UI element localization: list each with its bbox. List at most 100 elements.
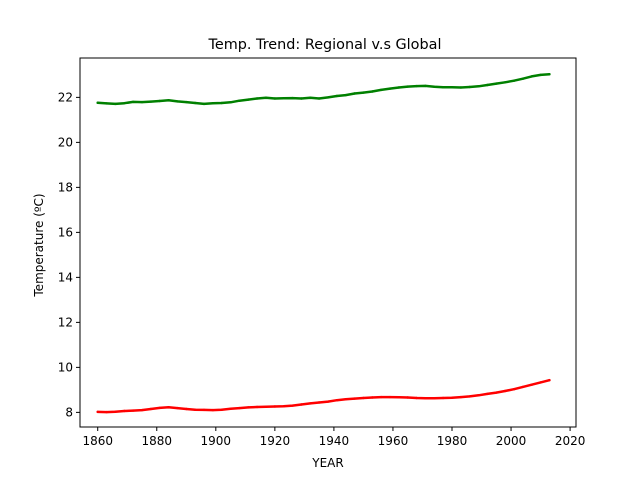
series-2-point (202, 408, 206, 412)
series-2-point (441, 396, 445, 400)
chart-title: Temp. Trend: Regional v.s Global (208, 37, 442, 53)
y-tick-label: 22 (58, 90, 73, 104)
series-2-point (530, 383, 533, 386)
series-2-point (406, 396, 409, 399)
series-1-point (406, 85, 409, 88)
series-2-point (114, 410, 117, 413)
series-2-point (548, 379, 551, 382)
series-layer (96, 72, 551, 414)
series-2-point (131, 409, 135, 412)
series-1-point (397, 86, 401, 89)
x-axis-label: YEAR (311, 456, 343, 470)
series-1-point (96, 101, 99, 105)
series-1-point (379, 88, 383, 92)
series-1-point (371, 90, 374, 93)
series-2-point (495, 391, 498, 394)
series-2-point (512, 388, 516, 391)
series-2-point (247, 406, 250, 409)
series-2-point (353, 397, 356, 400)
series-2-point (388, 395, 392, 399)
series-2-point (503, 389, 507, 393)
series-1-point (131, 100, 135, 104)
x-tick-label: 2000 (496, 434, 527, 448)
x-tick-label: 1980 (437, 434, 468, 448)
series-line-2 (96, 378, 551, 414)
series-2-point (300, 403, 303, 406)
y-tick-label: 12 (58, 315, 73, 329)
series-2-point (158, 406, 161, 410)
series-1-point (105, 102, 108, 105)
series-1-point (441, 86, 445, 89)
series-2-point (282, 405, 285, 408)
x-tick-label: 1880 (141, 434, 172, 448)
series-2-point (362, 396, 365, 400)
series-2-point (140, 408, 144, 412)
series-1-point (140, 100, 144, 104)
series-2-point (397, 396, 401, 399)
series-1-point (211, 102, 215, 105)
series-2-point (309, 402, 312, 405)
series-2-point (539, 381, 542, 384)
series-2-point (371, 396, 374, 399)
series-1-point (512, 79, 516, 82)
series-2-point (433, 397, 436, 400)
series-1-point (282, 97, 285, 100)
plot-area-frame (79, 57, 577, 428)
series-1-point (468, 85, 471, 89)
y-axis-label: Temperature (ºC) (32, 193, 46, 297)
series-2-point (149, 407, 153, 411)
y-tick-label: 20 (58, 135, 73, 149)
x-tick-label: 1960 (378, 434, 409, 448)
series-1-point (291, 96, 294, 100)
y-tick-label: 10 (58, 360, 73, 374)
series-2-point (193, 408, 197, 411)
series-2-point (521, 385, 525, 389)
series-1-point (415, 84, 418, 88)
series-1-point (300, 97, 303, 100)
series-1-point (521, 77, 525, 80)
x-axis: 1860 1880 1900 1920 1940 1960 1980 2000 2020 (82, 427, 585, 448)
series-2-point (238, 406, 241, 410)
series-2-point (255, 405, 259, 409)
series-1-point (264, 96, 268, 100)
series-2-point (450, 396, 454, 399)
series-2-point (264, 405, 268, 408)
series-1-point (185, 100, 188, 104)
series-2-point (344, 398, 347, 401)
y-axis: 8 10 12 14 16 18 20 22 (58, 90, 80, 419)
series-1-point (114, 102, 117, 106)
series-1-point (220, 101, 223, 105)
series-1-point (388, 87, 392, 90)
series-1-point (539, 73, 542, 77)
series-1-point (424, 84, 427, 88)
series-1-point (167, 99, 170, 102)
series-2-point (220, 408, 223, 411)
series-1-point (176, 100, 179, 103)
series-line-1 (96, 72, 551, 106)
series-2-point (477, 394, 480, 397)
series-2-point (326, 400, 330, 403)
series-2-point (379, 395, 383, 399)
series-2-point (123, 409, 126, 413)
y-tick-label: 8 (65, 405, 73, 419)
series-1-point (335, 94, 339, 98)
series-2-point (415, 396, 418, 400)
series-1-point (229, 101, 232, 104)
series-1-point (362, 91, 365, 94)
series-2-point (459, 395, 463, 399)
series-1-point (353, 92, 356, 95)
series-1-point (202, 102, 206, 106)
series-2-point (335, 399, 339, 402)
series-1-point (503, 81, 507, 84)
x-tick-label: 1860 (82, 434, 113, 448)
series-1-point (495, 82, 498, 85)
x-tick-label: 1920 (260, 434, 291, 448)
series-1-point (123, 102, 126, 105)
series-1-point (158, 99, 161, 103)
series-1-point (530, 75, 533, 78)
series-1-point (450, 86, 454, 89)
series-2-point (96, 410, 99, 414)
series-2-point (176, 406, 179, 410)
series-1-point (149, 100, 153, 103)
